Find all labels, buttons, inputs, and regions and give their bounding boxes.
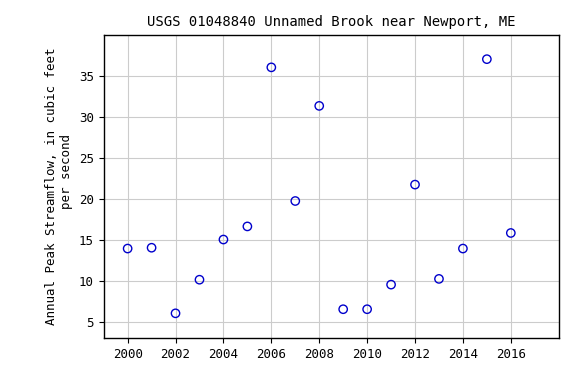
Y-axis label: Annual Peak Streamflow, in cubic feet
    per second: Annual Peak Streamflow, in cubic feet pe… bbox=[46, 48, 73, 325]
Point bbox=[458, 245, 468, 252]
Point bbox=[506, 230, 516, 236]
Title: USGS 01048840 Unnamed Brook near Newport, ME: USGS 01048840 Unnamed Brook near Newport… bbox=[147, 15, 516, 29]
Point bbox=[195, 276, 204, 283]
Point bbox=[434, 276, 444, 282]
Point bbox=[291, 198, 300, 204]
Point bbox=[123, 245, 132, 252]
Point bbox=[339, 306, 348, 312]
Point bbox=[482, 56, 491, 62]
Point bbox=[362, 306, 372, 312]
Point bbox=[386, 281, 396, 288]
Point bbox=[219, 237, 228, 243]
Point bbox=[171, 310, 180, 316]
Point bbox=[411, 182, 420, 188]
Point bbox=[242, 223, 252, 230]
Point bbox=[314, 103, 324, 109]
Point bbox=[147, 245, 156, 251]
Point bbox=[267, 64, 276, 70]
